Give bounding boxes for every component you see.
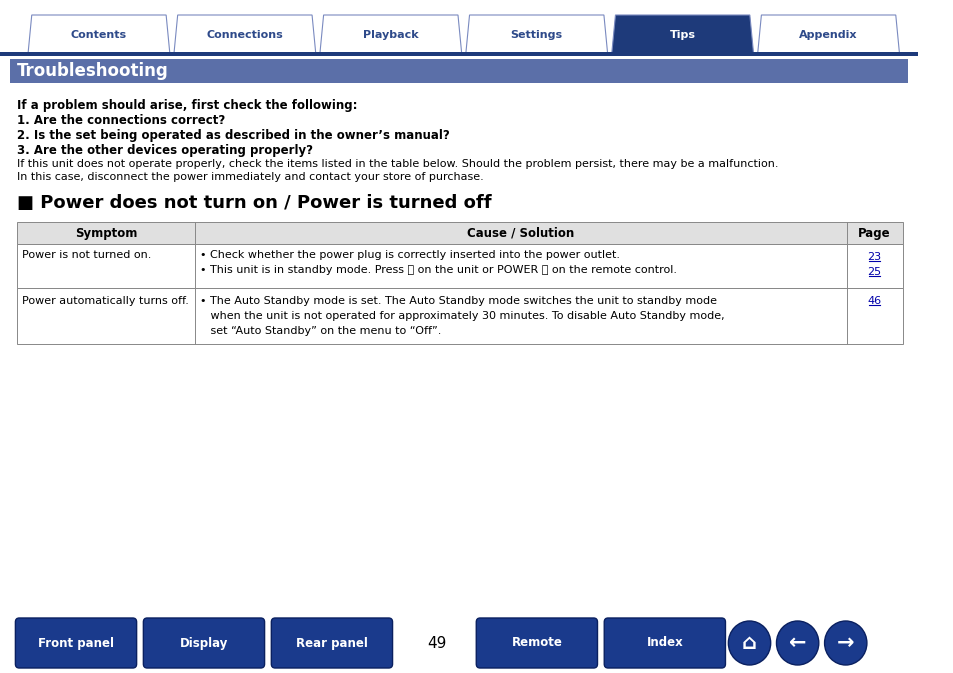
Text: 1. Are the connections correct?: 1. Are the connections correct? (17, 114, 225, 127)
Polygon shape (757, 15, 899, 55)
Circle shape (823, 621, 866, 665)
Bar (17, 288, 902, 344)
Text: Contents: Contents (71, 30, 127, 40)
Text: Page: Page (858, 227, 890, 240)
Text: Symptom: Symptom (75, 227, 137, 240)
FancyBboxPatch shape (603, 618, 724, 668)
Text: Power automatically turns off.: Power automatically turns off. (22, 296, 189, 306)
Circle shape (727, 621, 770, 665)
Text: • This unit is in standby mode. Press ⏻ on the unit or POWER ⏻ on the remote con: • This unit is in standby mode. Press ⏻ … (200, 265, 677, 275)
Polygon shape (28, 15, 170, 55)
Text: 46: 46 (866, 296, 881, 306)
Text: In this case, disconnect the power immediately and contact your store of purchas: In this case, disconnect the power immed… (17, 172, 483, 182)
Text: Settings: Settings (510, 30, 562, 40)
Text: If this unit does not operate properly, check the items listed in the table belo: If this unit does not operate properly, … (17, 159, 778, 169)
Text: If a problem should arise, first check the following:: If a problem should arise, first check t… (17, 99, 357, 112)
Polygon shape (173, 15, 315, 55)
FancyBboxPatch shape (271, 618, 392, 668)
Bar (0, 52, 917, 56)
Text: when the unit is not operated for approximately 30 minutes. To disable Auto Stan: when the unit is not operated for approx… (200, 311, 724, 321)
Text: 3. Are the other devices operating properly?: 3. Are the other devices operating prope… (17, 144, 313, 157)
Text: set “Auto Standby” on the menu to “Off”.: set “Auto Standby” on the menu to “Off”. (200, 326, 441, 336)
Text: Connections: Connections (206, 30, 283, 40)
Text: Index: Index (646, 637, 682, 649)
Text: Rear panel: Rear panel (295, 637, 368, 649)
Text: Front panel: Front panel (38, 637, 114, 649)
Text: 25: 25 (866, 267, 881, 277)
Circle shape (776, 621, 818, 665)
Text: ■ Power does not turn on / Power is turned off: ■ Power does not turn on / Power is turn… (17, 194, 492, 212)
Text: Playback: Playback (362, 30, 418, 40)
FancyBboxPatch shape (15, 618, 136, 668)
Bar (10, 59, 907, 83)
Polygon shape (319, 15, 461, 55)
Text: 23: 23 (866, 252, 881, 262)
Text: Cause / Solution: Cause / Solution (467, 227, 574, 240)
Text: • The Auto Standby mode is set. The Auto Standby mode switches the unit to stand: • The Auto Standby mode is set. The Auto… (200, 296, 717, 306)
FancyBboxPatch shape (476, 618, 597, 668)
Text: Remote: Remote (511, 637, 561, 649)
FancyBboxPatch shape (143, 618, 264, 668)
Text: • Check whether the power plug is correctly inserted into the power outlet.: • Check whether the power plug is correc… (200, 250, 619, 260)
Bar (17, 222, 902, 244)
Polygon shape (611, 15, 753, 55)
Text: Power is not turned on.: Power is not turned on. (22, 250, 152, 260)
Bar (17, 244, 902, 288)
Text: ⌂: ⌂ (741, 633, 757, 653)
Text: Tips: Tips (669, 30, 695, 40)
Text: →: → (836, 633, 854, 653)
Text: ←: ← (788, 633, 805, 653)
Polygon shape (465, 15, 607, 55)
Text: Troubleshooting: Troubleshooting (17, 62, 169, 80)
Text: 49: 49 (427, 635, 446, 651)
Text: Display: Display (179, 637, 228, 649)
Text: 2. Is the set being operated as described in the owner’s manual?: 2. Is the set being operated as describe… (17, 129, 450, 142)
Text: Appendix: Appendix (799, 30, 857, 40)
